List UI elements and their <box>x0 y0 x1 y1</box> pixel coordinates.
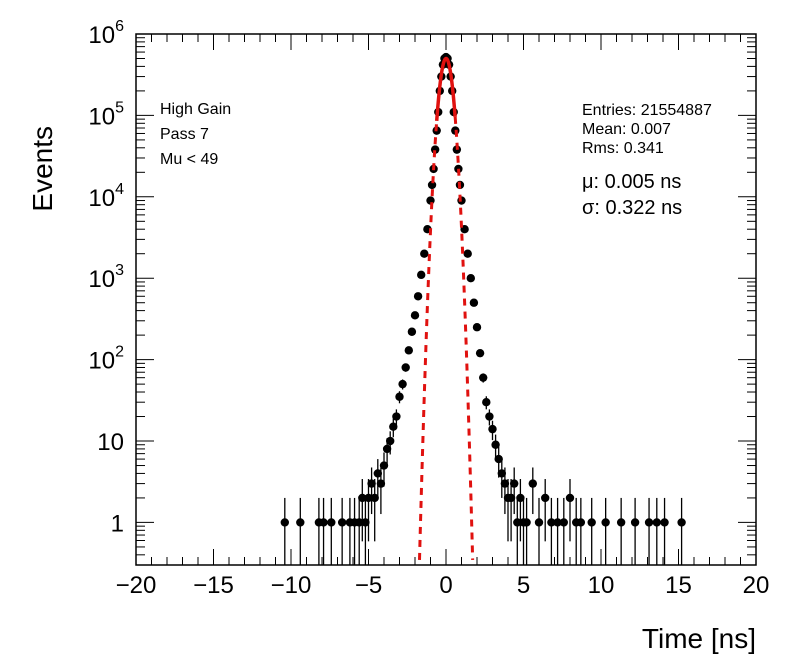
data-point <box>565 493 575 503</box>
data-point <box>463 249 472 258</box>
y-tick-label: 10 <box>97 429 124 456</box>
data-point <box>677 518 686 527</box>
data-point <box>392 412 401 421</box>
data-point <box>404 346 413 355</box>
stat-entries: Entries: 21554887 <box>582 102 712 119</box>
data-point <box>547 518 556 527</box>
x-axis-title: Time [ns] <box>642 623 756 654</box>
stat-mean: Mean: 0.007 <box>582 121 671 138</box>
label-pass: Pass 7 <box>160 126 209 143</box>
y-tick-label: 104 <box>88 181 124 212</box>
data-point <box>364 493 373 503</box>
axis-ticks <box>135 33 757 565</box>
x-tick-label: 10 <box>588 572 615 599</box>
data-point <box>500 479 510 488</box>
data-point <box>466 274 475 283</box>
x-tick-label: 0 <box>439 572 452 599</box>
data-point <box>601 518 610 527</box>
y-tick-label: 105 <box>88 99 124 130</box>
x-tick-labels: −20 −15 −10 −5 0 5 10 15 20 <box>116 572 770 599</box>
data-point <box>485 412 494 421</box>
y-tick-label: 1 <box>111 510 124 537</box>
data-point <box>410 311 420 320</box>
x-tick-label: −20 <box>116 572 157 599</box>
stat-rms: Rms: 0.341 <box>582 140 664 157</box>
data-point <box>337 518 347 527</box>
data-point <box>430 145 440 154</box>
data-point <box>373 469 382 478</box>
data-point <box>370 493 379 503</box>
label-mu-cut: Mu < 49 <box>160 151 218 168</box>
data-point <box>506 493 516 503</box>
data-point <box>660 518 669 527</box>
data-point <box>327 518 336 527</box>
data-point <box>358 493 367 503</box>
y-tick-label: 106 <box>88 18 124 49</box>
data-point <box>553 518 562 527</box>
fit-curve <box>418 56 475 560</box>
y-tick-label: 102 <box>88 344 124 375</box>
data-point <box>379 461 389 470</box>
data-point <box>559 518 568 527</box>
x-tick-label: 20 <box>743 572 770 599</box>
fit-tail-right <box>453 116 475 560</box>
data-point <box>652 518 661 527</box>
data-point <box>395 392 404 401</box>
data-point <box>417 270 426 280</box>
data-point <box>516 493 525 503</box>
data-point <box>413 292 423 301</box>
data-point <box>541 493 550 503</box>
data-point <box>280 518 289 527</box>
data-point <box>361 518 370 527</box>
fit-tail-left <box>418 120 439 560</box>
data-point <box>475 348 485 358</box>
data-point <box>398 379 407 389</box>
data-point <box>510 479 519 488</box>
data-point <box>616 518 626 527</box>
data-point <box>296 518 305 527</box>
data-point <box>420 249 429 258</box>
data-point <box>644 518 654 527</box>
fit-sigma-label: σ: 0.322 ns <box>582 197 682 219</box>
data-point <box>482 397 491 407</box>
x-tick-label: −5 <box>355 572 382 599</box>
data-point <box>376 479 386 488</box>
data-point <box>355 518 364 527</box>
x-tick-label: −15 <box>193 572 234 599</box>
data-point <box>401 363 410 372</box>
data-point <box>488 424 497 434</box>
data-point <box>389 422 398 431</box>
data-point <box>472 323 482 332</box>
y-axis-title: Events <box>27 126 58 212</box>
data-point <box>469 298 479 307</box>
data-point <box>534 518 544 527</box>
data-point <box>576 518 586 527</box>
data-point <box>491 440 500 449</box>
data-point <box>479 373 488 382</box>
fit-core <box>434 56 457 122</box>
data-point <box>630 518 640 527</box>
data-point <box>367 479 376 488</box>
data-point <box>407 327 417 336</box>
data-point <box>522 518 531 527</box>
x-tick-label: 5 <box>517 572 530 599</box>
y-tick-labels: 1 10 102 103 104 105 106 <box>88 18 124 537</box>
y-tick-label: 103 <box>88 262 124 293</box>
x-tick-label: −10 <box>271 572 312 599</box>
data-point <box>319 518 328 527</box>
data-point <box>528 479 537 488</box>
data-point <box>513 518 522 527</box>
label-gain: High Gain <box>160 101 231 118</box>
data-point <box>386 436 395 446</box>
data-point <box>497 469 506 478</box>
data-point <box>494 454 503 464</box>
fit-mu-label: μ: 0.005 ns <box>582 171 681 193</box>
x-tick-label: 15 <box>665 572 692 599</box>
data-point <box>587 518 596 527</box>
data-point <box>382 444 392 454</box>
